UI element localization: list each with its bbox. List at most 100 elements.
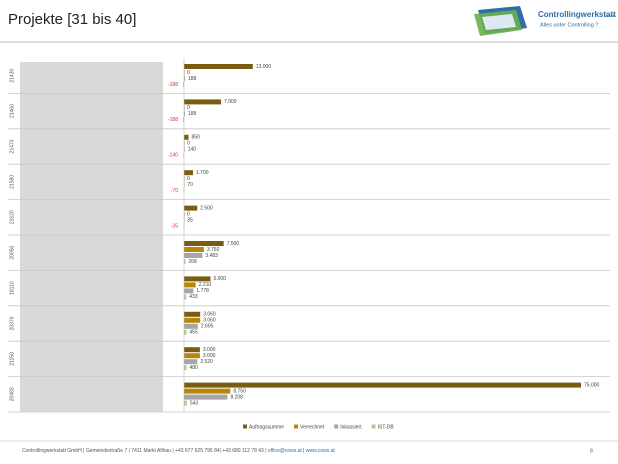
- data-label: 3.750: [207, 247, 220, 253]
- category-label: 21430: [9, 69, 15, 83]
- slide-title: Projekte [31 bis 40]: [8, 11, 136, 28]
- data-label: 7.500: [227, 241, 240, 247]
- data-label: 3.060: [203, 318, 216, 324]
- data-label: 480: [190, 365, 199, 371]
- legend-swatch: [294, 424, 299, 429]
- legend-label: Auftragssumme: [249, 424, 284, 430]
- data-label: 433: [189, 294, 198, 300]
- data-label: 2.605: [201, 324, 214, 330]
- data-label: -140: [168, 153, 178, 159]
- bar: [184, 241, 224, 246]
- data-label: -188: [168, 82, 178, 88]
- legend-label: Inkassiert: [340, 424, 362, 430]
- bar: [184, 359, 198, 365]
- data-label: 2.210: [199, 282, 212, 288]
- data-label: 3.060: [203, 312, 216, 318]
- category-label: 20370: [9, 316, 15, 330]
- legend-swatch: [371, 424, 376, 429]
- bar: [184, 282, 196, 288]
- bar: [183, 82, 184, 87]
- legend: Auftragssumme Verrechnet Inkassiert IST-DB: [243, 424, 394, 430]
- bar: [184, 288, 194, 294]
- footer-email[interactable]: office@cows.at: [268, 448, 302, 454]
- category-label: 20050: [9, 246, 15, 260]
- bar: [183, 117, 184, 123]
- data-label: 35: [187, 217, 193, 223]
- bar: [184, 259, 186, 264]
- data-label: -70: [171, 188, 178, 194]
- bar: [184, 382, 581, 388]
- data-label: 2.500: [200, 205, 213, 211]
- bar: [184, 276, 211, 282]
- legend-swatch: [243, 424, 247, 429]
- category-name-box: [20, 62, 163, 412]
- bar: [184, 111, 185, 117]
- data-label: 543: [190, 400, 199, 406]
- footer-text: Controllingwerkstatt GmbH | Gemeindestra…: [22, 448, 335, 454]
- bar: [184, 365, 187, 371]
- logo: Controllingwerkstatt GmbH Alles unter Co…: [474, 6, 616, 36]
- footer-address: Controllingwerkstatt GmbH | Gemeindestra…: [22, 448, 268, 454]
- data-label: 0: [187, 105, 190, 111]
- data-label: 0: [187, 211, 190, 217]
- bar: [184, 353, 200, 359]
- category-label: 21460: [9, 104, 15, 118]
- data-label: -188: [168, 117, 178, 123]
- logo-slogan: Alles unter Controlling ?: [540, 22, 598, 28]
- bar: [184, 323, 198, 329]
- page-number: 8: [590, 448, 593, 454]
- bar: [184, 400, 187, 406]
- data-label: 5.000: [213, 276, 226, 282]
- bar: [184, 134, 189, 140]
- data-label: 140: [188, 147, 197, 153]
- data-label: 3.483: [205, 253, 218, 259]
- data-label: 188: [188, 76, 197, 82]
- bar: [184, 311, 201, 317]
- logo-shape: [482, 14, 516, 30]
- data-label: 13.000: [256, 64, 272, 70]
- data-label: 0: [187, 176, 190, 182]
- bar: [184, 99, 222, 105]
- bar: [184, 388, 231, 394]
- bar: [184, 294, 187, 300]
- bar: [184, 394, 228, 400]
- bar: [184, 170, 193, 176]
- footer-separator: |: [302, 448, 306, 454]
- bar: [184, 347, 200, 353]
- category-label: 18110: [9, 281, 15, 295]
- data-label: 75.000: [584, 382, 600, 388]
- legend-swatch: [334, 424, 339, 429]
- data-label: 7.000: [224, 99, 237, 105]
- data-label: 70: [187, 182, 193, 188]
- data-label: 0: [187, 70, 190, 76]
- data-label: -35: [171, 223, 178, 229]
- data-label: 455: [189, 330, 198, 336]
- bar: [184, 76, 185, 81]
- category-label: 20483: [9, 387, 15, 401]
- data-label: 1.778: [196, 288, 209, 294]
- bar: [184, 64, 253, 69]
- category-label: 21150: [9, 352, 15, 366]
- bar: [184, 329, 187, 335]
- bar: [184, 317, 201, 323]
- data-label: 188: [188, 111, 197, 117]
- legend-label: Verrechnet: [300, 424, 325, 430]
- data-label: 850: [191, 135, 200, 141]
- bar: [184, 253, 203, 258]
- logo-suffix: GmbH: [604, 13, 616, 18]
- data-label: 1.700: [196, 170, 209, 176]
- data-label: 8.208: [230, 394, 243, 400]
- logo-name: Controllingwerkstatt: [538, 10, 616, 19]
- data-label: 0: [187, 141, 190, 147]
- bar: [183, 152, 184, 158]
- bar: [184, 146, 185, 152]
- footer-web[interactable]: www.cows.at: [306, 448, 336, 454]
- data-label: 2.520: [200, 359, 213, 365]
- bar: [184, 205, 198, 211]
- data-label: 8.750: [233, 388, 246, 394]
- data-label: 3.000: [203, 353, 216, 359]
- category-label: 21470: [9, 139, 15, 153]
- data-label: 268: [188, 259, 197, 265]
- data-label: 3.000: [203, 347, 216, 353]
